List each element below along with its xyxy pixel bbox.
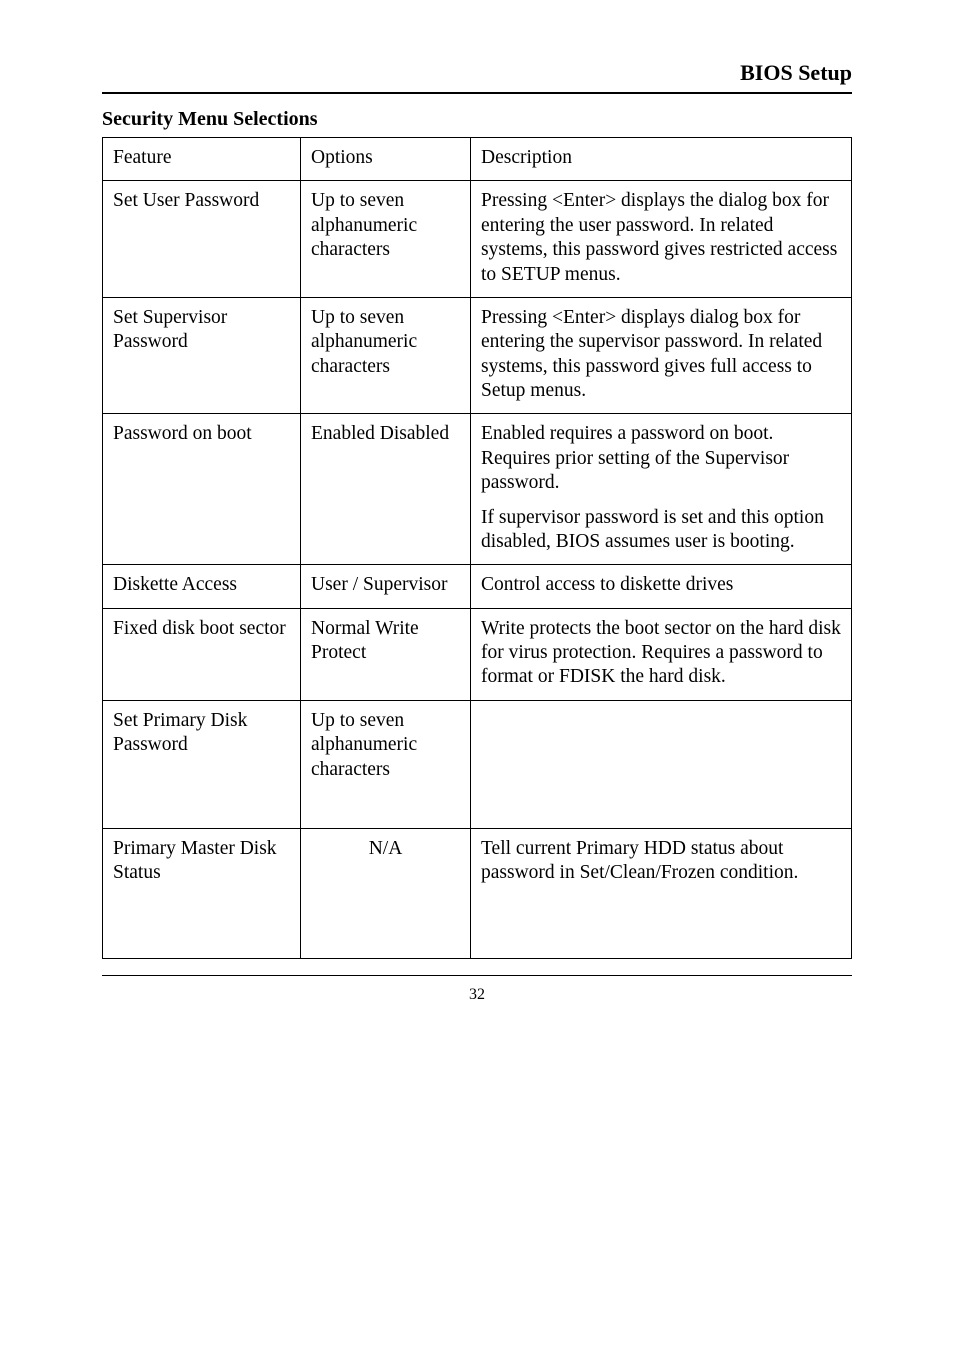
cell-description: Tell current Primary HDD status about pa… [471,828,852,958]
col-header-description: Description [471,138,852,181]
cell-feature: Primary Master Disk Status [103,828,301,958]
table-header-row: Feature Options Description [103,138,852,181]
desc-paragraph-2: If supervisor password is set and this o… [481,506,841,555]
cell-options: Up to seven alphanumeric characters [301,297,471,414]
desc-paragraph-1: Enabled requires a password on boot. Req… [481,422,841,495]
cell-options: Up to seven alphanumeric characters [301,181,471,298]
cell-feature: Set Primary Disk Password [103,700,301,828]
cell-feature: Diskette Access [103,565,301,608]
page-number: 32 [102,986,852,1004]
cell-description: Enabled requires a password on boot. Req… [471,414,852,565]
page-header: BIOS Setup [102,60,852,94]
cell-options: Up to seven alphanumeric characters [301,700,471,828]
cell-options: User / Supervisor [301,565,471,608]
cell-description: Pressing <Enter> displays dialog box for… [471,297,852,414]
cell-feature: Set User Password [103,181,301,298]
col-header-feature: Feature [103,138,301,181]
table-row: Set Primary Disk Password Up to seven al… [103,700,852,828]
table-row: Diskette Access User / Supervisor Contro… [103,565,852,608]
security-menu-table: Feature Options Description Set User Pas… [102,137,852,959]
footer-rule [102,975,852,976]
cell-options: N/A [301,828,471,958]
table-row: Fixed disk boot sector Normal Write Prot… [103,608,852,700]
cell-description: Write protects the boot sector on the ha… [471,608,852,700]
page-container: BIOS Setup Security Menu Selections Feat… [0,0,954,1044]
cell-description [471,700,852,828]
cell-feature: Fixed disk boot sector [103,608,301,700]
col-header-options: Options [301,138,471,181]
cell-feature: Password on boot [103,414,301,565]
table-row: Primary Master Disk Status N/A Tell curr… [103,828,852,958]
cell-options: Enabled Disabled [301,414,471,565]
table-row: Set User Password Up to seven alphanumer… [103,181,852,298]
table-row: Set Supervisor Password Up to seven alph… [103,297,852,414]
table-row: Password on boot Enabled Disabled Enable… [103,414,852,565]
cell-options: Normal Write Protect [301,608,471,700]
cell-description: Control access to diskette drives [471,565,852,608]
section-title: Security Menu Selections [102,108,852,131]
cell-feature: Set Supervisor Password [103,297,301,414]
cell-description: Pressing <Enter> displays the dialog box… [471,181,852,298]
